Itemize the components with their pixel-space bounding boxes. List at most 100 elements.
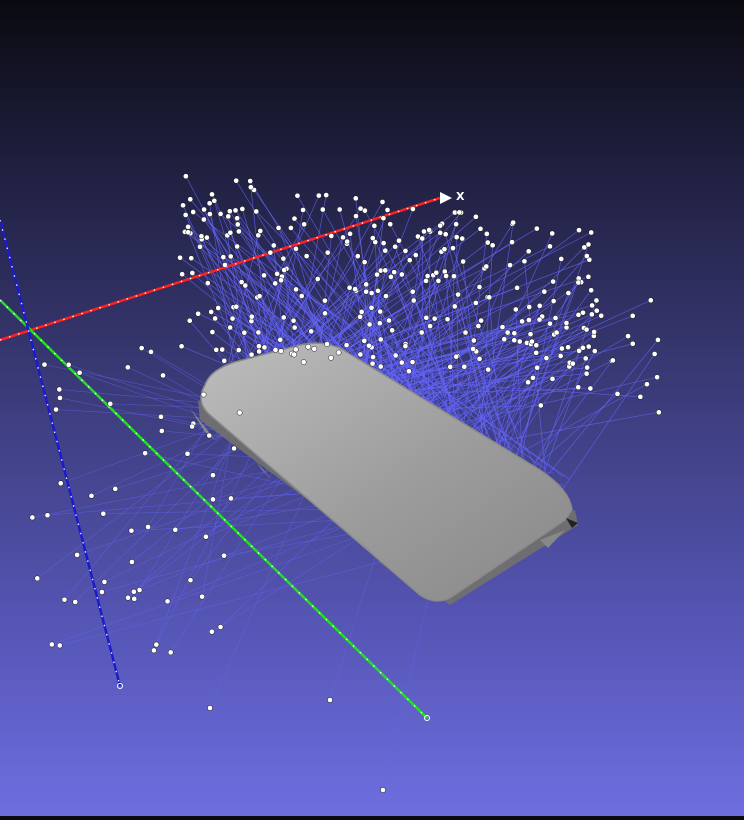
camera-point	[486, 367, 491, 372]
camera-point	[442, 247, 447, 252]
camera-point	[515, 285, 520, 290]
camera-point	[249, 314, 254, 319]
camera-point	[558, 353, 563, 358]
camera-point	[471, 338, 476, 343]
camera-point	[148, 349, 153, 354]
camera-point	[364, 282, 369, 287]
camera-point	[589, 312, 594, 317]
camera-point	[139, 345, 144, 350]
camera-point	[173, 527, 178, 532]
camera-point	[550, 279, 555, 284]
camera-point	[559, 256, 564, 261]
camera-point	[306, 344, 311, 349]
camera-point	[142, 451, 147, 456]
camera-point	[108, 401, 113, 406]
camera-point	[477, 284, 482, 289]
camera-point	[177, 255, 182, 260]
camera-point	[534, 343, 539, 348]
camera-point	[584, 253, 589, 258]
camera-point	[228, 230, 233, 235]
camera-point	[353, 213, 358, 218]
camera-point	[529, 339, 534, 344]
camera-point	[228, 325, 233, 330]
camera-point	[352, 286, 357, 291]
camera-point	[216, 305, 221, 310]
camera-point	[196, 311, 201, 316]
camera-point	[615, 391, 620, 396]
camera-point	[478, 226, 483, 231]
camera-point	[512, 331, 517, 336]
camera-point	[242, 330, 247, 335]
camera-point	[304, 253, 309, 258]
camera-point	[292, 216, 297, 221]
camera-point	[599, 313, 604, 318]
camera-point	[378, 337, 383, 342]
camera-point	[454, 235, 459, 240]
camera-point	[165, 599, 170, 604]
camera-point	[538, 403, 543, 408]
camera-point	[273, 281, 278, 286]
camera-point	[129, 528, 134, 533]
camera-point	[511, 220, 516, 225]
camera-point	[554, 330, 559, 335]
camera-point	[214, 347, 219, 352]
camera-point	[230, 316, 235, 321]
camera-point	[278, 349, 283, 354]
camera-point	[380, 199, 385, 204]
camera-point	[209, 309, 214, 314]
camera-point	[505, 330, 510, 335]
camera-point	[271, 243, 276, 248]
camera-point	[113, 486, 118, 491]
camera-point	[57, 643, 62, 648]
camera-point	[388, 222, 393, 227]
camera-point	[188, 197, 193, 202]
camera-point	[436, 278, 441, 283]
camera-point	[576, 312, 581, 317]
camera-point	[57, 387, 62, 392]
camera-point	[190, 270, 195, 275]
camera-point	[393, 244, 398, 249]
camera-point	[460, 259, 465, 264]
camera-point	[403, 248, 408, 253]
camera-point	[438, 223, 443, 228]
camera-point	[393, 353, 398, 358]
camera-point	[630, 341, 635, 346]
camera-point	[411, 298, 416, 303]
camera-point	[370, 354, 375, 359]
camera-point	[222, 262, 227, 267]
camera-point	[512, 338, 517, 343]
camera-point	[231, 446, 236, 451]
camera-point	[592, 329, 597, 334]
camera-point	[327, 697, 332, 702]
camera-point	[42, 362, 47, 367]
camera-point	[487, 295, 492, 300]
camera-point	[490, 243, 495, 248]
camera-point	[550, 231, 555, 236]
camera-point	[358, 206, 363, 211]
camera-point	[186, 230, 191, 235]
camera-point	[583, 356, 588, 361]
camera-point	[233, 208, 238, 213]
camera-point	[154, 642, 159, 647]
camera-point	[337, 207, 342, 212]
camera-point	[421, 229, 426, 234]
camera-point	[369, 290, 374, 295]
camera-point	[45, 513, 50, 518]
camera-point	[53, 407, 58, 412]
camera-point	[205, 281, 210, 286]
camera-point	[220, 347, 225, 352]
camera-point	[179, 344, 184, 349]
camera-point	[582, 245, 587, 250]
camera-point	[257, 349, 262, 354]
camera-point	[189, 256, 194, 261]
camera-point	[58, 481, 63, 486]
camera-point	[378, 309, 383, 314]
camera-point	[258, 228, 263, 233]
camera-point	[424, 315, 429, 320]
camera-point	[362, 260, 367, 265]
camera-point	[432, 316, 437, 321]
camera-point	[204, 235, 209, 240]
camera-point	[610, 358, 615, 363]
camera-point	[485, 240, 490, 245]
